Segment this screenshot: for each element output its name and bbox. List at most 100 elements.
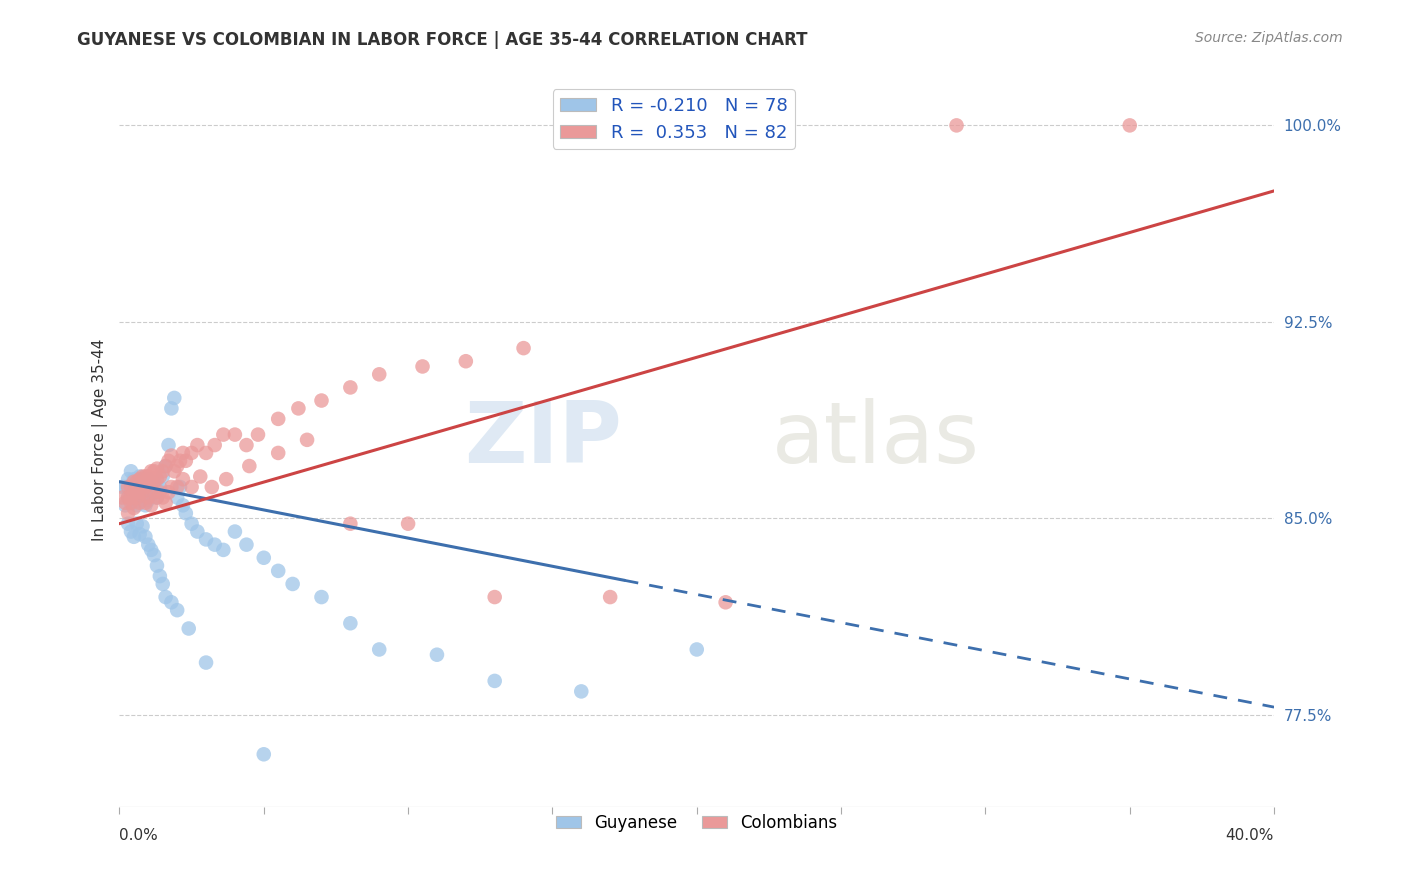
Point (114, 499, 136, 513)
Point (204, 438, 226, 452)
Point (169, 480, 191, 494)
Point (122, 500, 145, 515)
Point (117, 506, 139, 520)
Point (339, 516, 361, 531)
Point (253, 747, 276, 762)
Point (117, 516, 139, 531)
Point (599, 590, 621, 604)
Point (180, 480, 202, 494)
Point (122, 485, 145, 500)
Point (152, 491, 174, 505)
Point (238, 458, 260, 473)
Point (160, 595, 183, 609)
Point (120, 491, 142, 505)
Point (146, 472, 169, 486)
Point (188, 469, 211, 483)
Point (160, 401, 183, 416)
Point (368, 368, 391, 382)
Point (128, 496, 150, 510)
Point (287, 401, 309, 416)
Point (143, 475, 166, 489)
Point (157, 485, 180, 500)
Text: 0.0%: 0.0% (120, 828, 159, 843)
Point (117, 480, 139, 494)
Point (128, 469, 150, 483)
Point (134, 496, 156, 510)
Point (177, 622, 200, 636)
Point (120, 480, 142, 494)
Point (172, 472, 194, 486)
Point (125, 491, 148, 505)
Point (201, 480, 224, 494)
Point (136, 472, 159, 486)
Point (125, 491, 148, 505)
Point (169, 454, 191, 468)
Point (157, 438, 180, 452)
Point (125, 475, 148, 489)
Point (281, 577, 304, 591)
Point (111, 480, 134, 494)
Text: ZIP: ZIP (464, 399, 621, 482)
Point (122, 475, 145, 489)
Point (569, 684, 592, 698)
Y-axis label: In Labor Force | Age 35-44: In Labor Force | Age 35-44 (93, 339, 108, 541)
Point (128, 480, 150, 494)
Point (143, 548, 166, 562)
Point (141, 499, 163, 513)
Point (180, 446, 202, 460)
Point (339, 616, 361, 631)
Point (212, 542, 235, 557)
Point (141, 464, 163, 478)
Point (125, 516, 148, 531)
Point (131, 472, 153, 486)
Point (195, 656, 218, 670)
Point (122, 496, 145, 510)
Point (134, 485, 156, 500)
Point (686, 642, 709, 657)
Point (143, 485, 166, 500)
Point (267, 446, 290, 460)
Point (195, 533, 218, 547)
Point (311, 590, 333, 604)
Point (141, 488, 163, 502)
Point (166, 603, 188, 617)
Point (146, 480, 169, 494)
Point (174, 454, 197, 468)
Point (125, 499, 148, 513)
Point (143, 477, 166, 491)
Point (157, 454, 180, 468)
Point (128, 491, 150, 505)
Point (136, 491, 159, 505)
Point (267, 412, 290, 426)
Point (134, 469, 156, 483)
Point (122, 530, 145, 544)
Point (160, 449, 183, 463)
Point (163, 464, 186, 478)
Text: GUYANESE VS COLOMBIAN IN LABOR FORCE | AGE 35-44 CORRELATION CHART: GUYANESE VS COLOMBIAN IN LABOR FORCE | A… (77, 31, 808, 49)
Point (172, 499, 194, 513)
Point (235, 438, 257, 452)
Point (1119, 119, 1142, 133)
Point (368, 642, 391, 657)
Point (945, 119, 967, 133)
Point (186, 438, 208, 452)
Point (235, 538, 257, 552)
Point (122, 485, 145, 500)
Point (120, 524, 142, 539)
Point (128, 527, 150, 541)
Point (136, 469, 159, 483)
Point (131, 469, 153, 483)
Point (155, 458, 177, 473)
Point (141, 542, 163, 557)
Point (131, 519, 153, 533)
Point (212, 427, 235, 442)
Point (131, 485, 153, 500)
Point (166, 458, 188, 473)
Point (146, 558, 169, 573)
Point (396, 516, 419, 531)
Point (136, 493, 159, 508)
Point (246, 427, 269, 442)
Point (136, 538, 159, 552)
Point (143, 464, 166, 478)
Text: 40.0%: 40.0% (1226, 828, 1274, 843)
